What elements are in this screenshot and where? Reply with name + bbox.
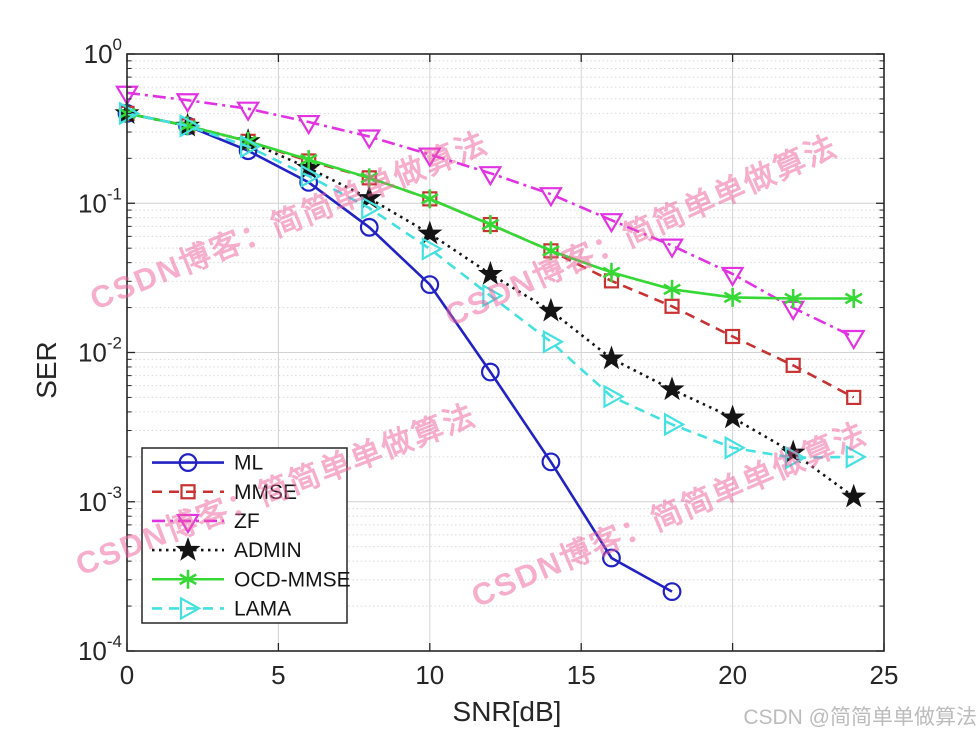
marker-star bbox=[538, 297, 564, 322]
csdn-footer-watermark: CSDN @简简单单做算法 bbox=[743, 706, 977, 729]
marker-circle bbox=[480, 362, 500, 382]
marker-asterisk bbox=[360, 171, 379, 184]
marker-star bbox=[841, 483, 867, 508]
marker-asterisk bbox=[179, 573, 197, 586]
series-mmse bbox=[119, 105, 862, 406]
marker-asterisk bbox=[299, 153, 318, 166]
marker-asterisk bbox=[663, 283, 681, 296]
marker-triangle-down bbox=[236, 101, 261, 122]
marker-triangle-down bbox=[660, 238, 684, 259]
marker-asterisk bbox=[784, 292, 803, 305]
legend-label: ADMIN bbox=[234, 539, 302, 562]
marker-triangle-down bbox=[176, 513, 200, 535]
legend: ML MMSE ZF ADMIN OCD-MMSE LAMA bbox=[141, 447, 351, 624]
marker-square bbox=[724, 328, 741, 345]
marker-square bbox=[846, 389, 862, 406]
marker-triangle-right bbox=[663, 412, 686, 437]
marker-circle bbox=[541, 452, 561, 472]
marker-star bbox=[659, 376, 685, 401]
marker-triangle-down bbox=[538, 187, 563, 208]
marker-triangle-down bbox=[599, 213, 624, 234]
y-tick-label: 100 bbox=[84, 35, 122, 69]
marker-square bbox=[785, 357, 801, 373]
x-tick-label: 10 bbox=[415, 660, 444, 690]
marker-triangle-right bbox=[603, 384, 625, 409]
legend-label: LAMA bbox=[234, 597, 291, 620]
marker-asterisk bbox=[542, 244, 560, 257]
marker-triangle-right bbox=[300, 164, 322, 188]
marker-circle bbox=[662, 582, 682, 602]
marker-star bbox=[477, 260, 503, 285]
marker-square bbox=[180, 484, 196, 500]
y-tick-label: 10-3 bbox=[78, 483, 122, 517]
legend-label: ML bbox=[234, 452, 263, 475]
marker-star bbox=[417, 220, 443, 245]
marker-triangle-down bbox=[175, 93, 200, 114]
marker-triangle-right bbox=[542, 329, 565, 354]
legend-label: ZF bbox=[234, 510, 260, 533]
series-line bbox=[126, 91, 855, 339]
series-line bbox=[126, 112, 855, 399]
x-tick-label: 15 bbox=[567, 660, 596, 690]
y-axis-label: SER bbox=[31, 341, 62, 399]
marker-star bbox=[720, 404, 746, 429]
x-tick-label: 0 bbox=[120, 660, 134, 690]
series-line bbox=[126, 112, 673, 593]
series-ml bbox=[117, 103, 682, 602]
y-tick-label: 10-4 bbox=[78, 632, 122, 666]
marker-triangle-down bbox=[841, 329, 866, 351]
marker-triangle-down bbox=[720, 266, 745, 288]
marker-square bbox=[664, 298, 680, 314]
marker-asterisk bbox=[602, 266, 621, 279]
marker-triangle-right bbox=[482, 283, 504, 308]
marker-circle bbox=[359, 217, 379, 237]
marker-asterisk bbox=[844, 292, 863, 305]
series-lama bbox=[118, 101, 867, 470]
legend-box bbox=[141, 447, 348, 624]
y-tick-label: 10-2 bbox=[78, 334, 122, 368]
marker-star bbox=[598, 345, 624, 370]
marker-triangle-right bbox=[361, 196, 383, 220]
marker-triangle-right bbox=[240, 134, 262, 159]
x-tick-label: 20 bbox=[718, 660, 747, 690]
marker-circle bbox=[420, 275, 440, 295]
marker-triangle-right bbox=[421, 236, 444, 261]
marker-triangle-right bbox=[845, 444, 867, 469]
marker-triangle-right bbox=[118, 101, 141, 126]
marker-triangle-down bbox=[357, 129, 382, 150]
marker-asterisk bbox=[420, 192, 439, 205]
series-line bbox=[126, 112, 854, 460]
marker-triangle-down bbox=[478, 166, 503, 187]
marker-triangle-right bbox=[179, 113, 201, 138]
marker-triangle-down bbox=[417, 147, 442, 168]
marker-circle bbox=[299, 172, 319, 192]
marker-triangle-right bbox=[179, 596, 202, 621]
marker-circle bbox=[178, 453, 198, 472]
series-line bbox=[126, 112, 855, 498]
legend-label: OCD-MMSE bbox=[234, 568, 351, 591]
series-admin bbox=[114, 100, 867, 508]
marker-asterisk bbox=[723, 291, 742, 304]
x-tick-label: 25 bbox=[870, 660, 899, 690]
x-tick-label: 5 bbox=[271, 660, 285, 690]
marker-circle bbox=[602, 548, 621, 568]
y-tick-label: 10-1 bbox=[78, 184, 122, 218]
marker-triangle-down bbox=[296, 114, 321, 136]
legend-label: MMSE bbox=[234, 481, 297, 504]
marker-asterisk bbox=[481, 218, 500, 231]
marker-star bbox=[175, 536, 201, 561]
x-axis-label: SNR[dB] bbox=[452, 696, 562, 727]
marker-triangle-right bbox=[785, 445, 807, 470]
marker-triangle-right bbox=[724, 435, 746, 460]
